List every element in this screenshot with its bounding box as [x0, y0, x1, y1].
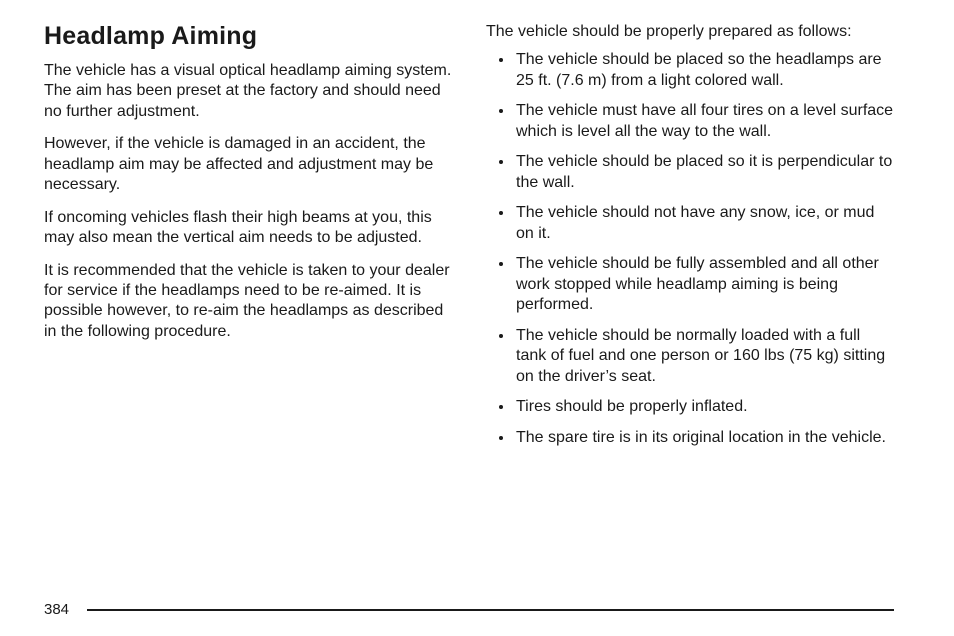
preparation-list: The vehicle should be placed so the head… — [486, 50, 894, 448]
list-item: The vehicle must have all four tires on … — [514, 101, 894, 142]
page-number: 384 — [44, 601, 69, 618]
list-item: The vehicle should be fully assembled an… — [514, 254, 894, 315]
list-item: The vehicle should not have any snow, ic… — [514, 203, 894, 244]
page-footer: 384 — [44, 601, 894, 618]
body-paragraph: The vehicle has a visual optical headlam… — [44, 61, 452, 122]
right-column: The vehicle should be properly prepared … — [486, 22, 894, 458]
body-paragraph: It is recommended that the vehicle is ta… — [44, 261, 452, 343]
list-lead-in: The vehicle should be properly prepared … — [486, 22, 894, 42]
list-item: The vehicle should be normally loaded wi… — [514, 326, 894, 387]
list-item: The spare tire is in its original locati… — [514, 428, 894, 448]
two-column-layout: Headlamp Aiming The vehicle has a visual… — [44, 22, 894, 458]
list-item: The vehicle should be placed so it is pe… — [514, 152, 894, 193]
body-paragraph: If oncoming vehicles flash their high be… — [44, 208, 452, 249]
list-item: Tires should be properly inflated. — [514, 397, 894, 417]
left-column: Headlamp Aiming The vehicle has a visual… — [44, 22, 452, 458]
manual-page: Headlamp Aiming The vehicle has a visual… — [0, 0, 954, 636]
footer-rule — [87, 609, 894, 611]
body-paragraph: However, if the vehicle is damaged in an… — [44, 134, 452, 195]
section-heading: Headlamp Aiming — [44, 22, 452, 51]
list-item: The vehicle should be placed so the head… — [514, 50, 894, 91]
